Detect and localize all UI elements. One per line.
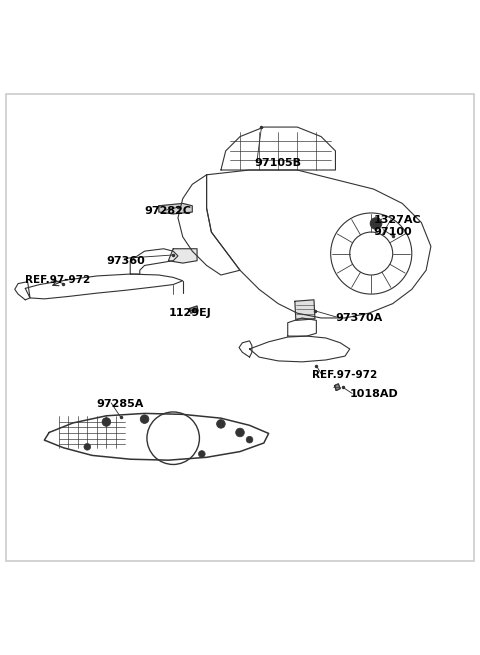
Polygon shape <box>190 306 198 313</box>
Text: 97285A: 97285A <box>97 399 144 409</box>
Polygon shape <box>335 384 340 390</box>
Circle shape <box>216 420 225 428</box>
Text: REF.97-972: REF.97-972 <box>312 370 377 380</box>
Circle shape <box>246 436 253 443</box>
Text: 1129EJ: 1129EJ <box>168 309 211 318</box>
Circle shape <box>236 428 244 437</box>
Text: 97100: 97100 <box>373 227 412 237</box>
Text: 1018AD: 1018AD <box>350 389 398 400</box>
Text: 97360: 97360 <box>107 255 145 266</box>
Circle shape <box>102 418 111 426</box>
Text: 97282C: 97282C <box>144 206 192 215</box>
Polygon shape <box>168 249 197 263</box>
Text: 1327AC: 1327AC <box>373 215 421 225</box>
Polygon shape <box>295 300 315 320</box>
Circle shape <box>140 415 149 423</box>
Circle shape <box>370 217 382 229</box>
Text: 97370A: 97370A <box>336 313 383 323</box>
Polygon shape <box>159 204 192 214</box>
Circle shape <box>199 451 205 457</box>
Circle shape <box>84 443 91 450</box>
Text: 97105B: 97105B <box>254 158 301 168</box>
Text: REF.97-972: REF.97-972 <box>25 275 91 285</box>
